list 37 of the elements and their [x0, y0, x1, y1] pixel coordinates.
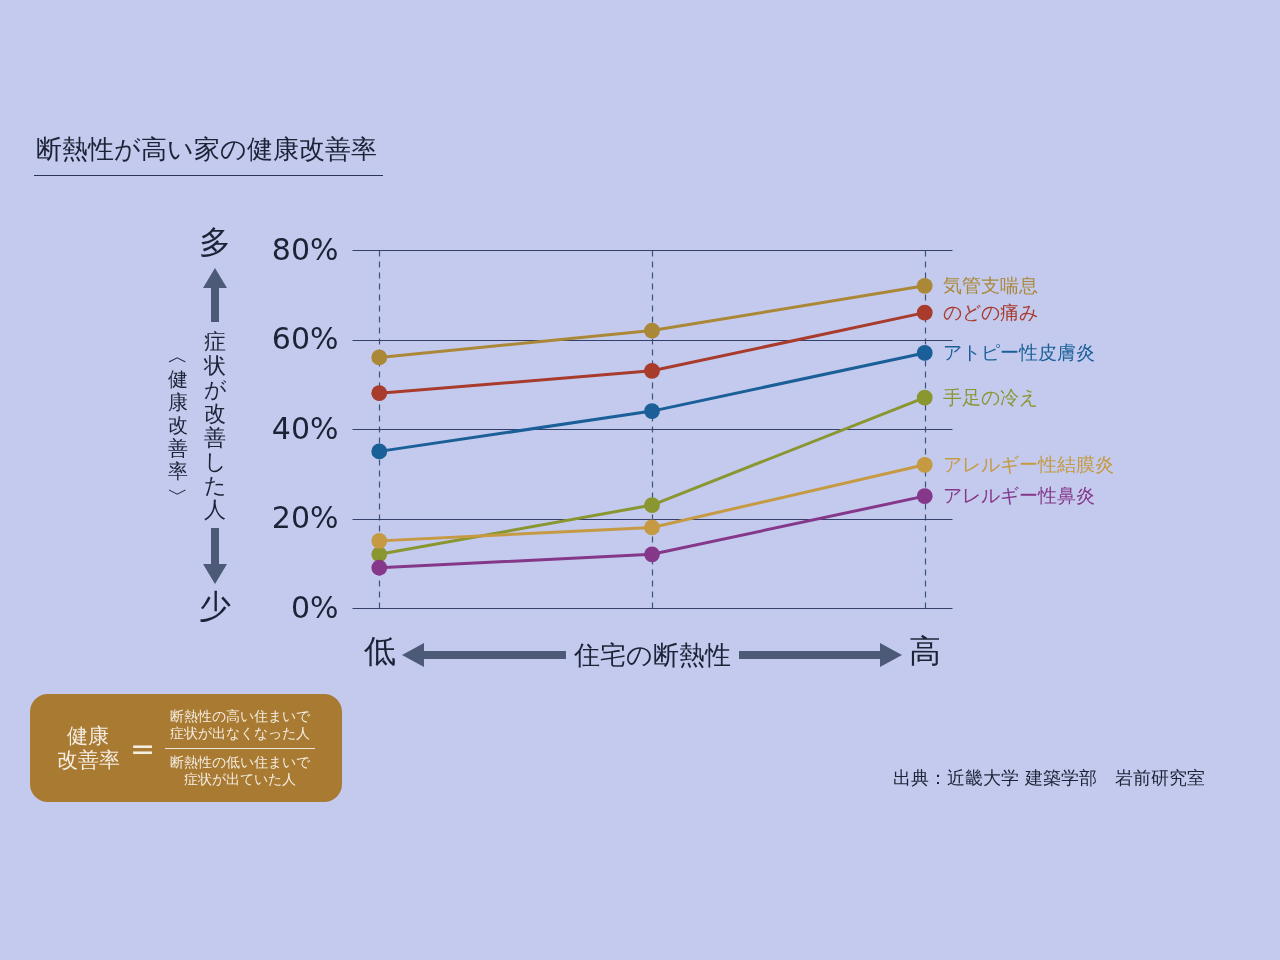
x-tick-label: 低 [363, 631, 396, 670]
point [916, 304, 933, 321]
point [371, 532, 388, 549]
y-tick-label: 80% [271, 231, 339, 267]
x-tick-label: 高 [909, 631, 942, 670]
point [916, 345, 933, 361]
point [916, 456, 933, 473]
y-tick-label: 0% [290, 589, 339, 625]
y-tick-label: 40% [271, 410, 339, 446]
text: 少 [198, 587, 232, 625]
point [644, 322, 660, 339]
y-tick-label: 20% [271, 500, 339, 535]
series-label: 気管支喘息 [942, 273, 1038, 296]
point [644, 403, 660, 419]
text: ︿健康改善率﹀ [167, 344, 189, 506]
y-axis-title: 症状が改善した人 [203, 329, 227, 522]
point [916, 389, 933, 406]
series-label: アレルギー性鼻炎 [942, 484, 1095, 507]
series-label: のどの痛み [942, 300, 1038, 323]
y-tick-label: 60% [271, 321, 339, 356]
point [371, 385, 388, 402]
series-label: 手足の冷え [942, 385, 1038, 408]
point [644, 546, 660, 563]
point [644, 519, 660, 536]
series-label: アレルギー性結膜炎 [942, 452, 1114, 475]
point [371, 349, 388, 366]
source-note: 出典：近畿大学 建築学部 岩前研究室 [893, 766, 1205, 790]
series-label: アトピー性皮膚炎 [942, 340, 1095, 363]
text: 多 [198, 223, 232, 261]
point [644, 362, 660, 379]
chart-title: 断熱性が高い家の健康改善率 [34, 132, 383, 176]
point [916, 488, 933, 505]
point [916, 277, 933, 294]
point [644, 497, 660, 513]
point [371, 443, 388, 460]
x-axis-title: 住宅の断熱性 [573, 638, 731, 672]
point [371, 559, 388, 576]
